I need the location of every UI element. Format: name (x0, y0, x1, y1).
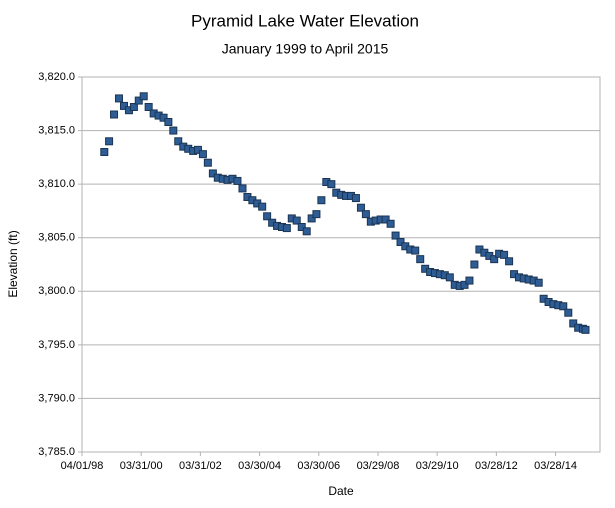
data-point (164, 118, 173, 126)
data-point (134, 96, 143, 105)
y-tick-label: 3,810.0 (38, 178, 75, 190)
data-point (159, 113, 168, 122)
data-point (327, 180, 336, 189)
data-point (110, 110, 119, 119)
data-point (386, 219, 395, 228)
data-point (302, 227, 311, 236)
y-tick-label: 3,805.0 (38, 232, 75, 244)
x-tick-label: 03/30/04 (238, 460, 281, 472)
plot-frame (81, 76, 601, 453)
data-point (490, 255, 499, 264)
y-tick-label: 3,800.0 (38, 285, 75, 297)
data-point (203, 158, 212, 167)
y-tick-label: 3,785.0 (38, 446, 75, 458)
data-point (312, 210, 321, 219)
data-point (114, 94, 123, 103)
data-point (505, 257, 514, 266)
y-tick-label: 3,790.0 (38, 392, 75, 404)
x-tick-label: 03/28/12 (475, 460, 518, 472)
data-point (361, 210, 370, 219)
data-point (411, 246, 420, 255)
y-tick-label: 3,795.0 (38, 339, 75, 351)
data-point (381, 215, 390, 224)
data-point (569, 319, 578, 328)
y-tick-label: 3,815.0 (38, 124, 75, 136)
data-point (500, 250, 509, 259)
x-tick-label: 03/28/14 (534, 460, 577, 472)
y-tick-label: 3,820.0 (38, 71, 75, 83)
data-point (129, 103, 138, 111)
data-point (100, 148, 109, 156)
data-point (297, 223, 306, 231)
data-point (198, 150, 207, 159)
data-point (317, 196, 326, 205)
y-axis-label: Elevation (ft) (6, 230, 20, 297)
data-point (416, 255, 425, 264)
data-point (391, 231, 400, 240)
chart-subtitle: January 1999 to April 2015 (222, 41, 389, 57)
x-tick-label: 03/31/00 (120, 460, 163, 472)
data-point (465, 276, 474, 285)
data-point (460, 280, 469, 289)
data-point (292, 216, 301, 225)
x-tick-label: 03/29/10 (416, 460, 459, 472)
data-point (534, 278, 543, 287)
data-point (356, 203, 365, 212)
data-point (396, 238, 405, 246)
data-point (581, 325, 590, 334)
data-point (169, 126, 178, 135)
data-point (208, 169, 217, 178)
data-point (470, 260, 479, 269)
data-point (139, 92, 148, 101)
data-point (174, 137, 183, 146)
data-point (120, 101, 129, 110)
data-point (564, 308, 573, 317)
data-point (193, 145, 202, 154)
data-point (144, 103, 153, 111)
data-point (238, 184, 247, 193)
data-point (351, 194, 360, 203)
x-tick-label: 03/31/02 (179, 460, 222, 472)
data-point (282, 224, 291, 233)
data-point (263, 212, 272, 221)
x-tick-label: 03/29/08 (357, 460, 400, 472)
chart-title: Pyramid Lake Water Elevation (191, 11, 419, 30)
data-point (233, 176, 242, 185)
data-point (307, 214, 316, 223)
data-point (258, 202, 267, 211)
x-axis-label: Date (328, 484, 354, 498)
x-tick-label: 03/30/06 (297, 460, 340, 472)
data-point (559, 302, 568, 311)
x-tick-label: 04/01/98 (61, 460, 104, 472)
data-point (445, 273, 454, 282)
data-point (105, 137, 114, 146)
